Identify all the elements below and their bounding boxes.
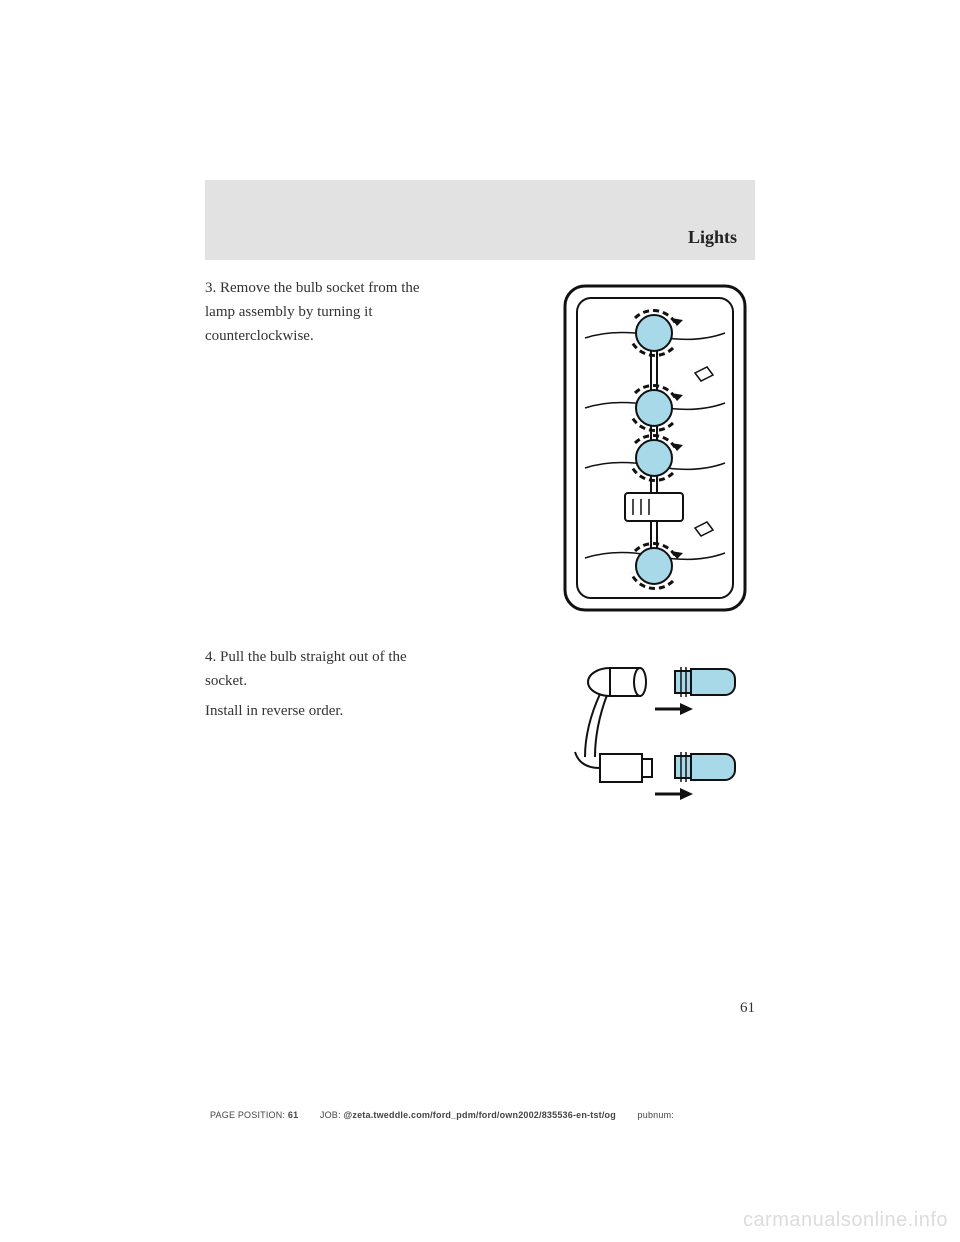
content-area: 3. Remove the bulb socket from the lamp … <box>205 278 755 832</box>
watermark: carmanualsonline.info <box>743 1209 948 1232</box>
footer-job-label: JOB: <box>320 1110 341 1120</box>
footer-pagepos-value: 61 <box>288 1110 298 1120</box>
step-3-text: 3. Remove the bulb socket from the lamp … <box>205 278 555 355</box>
step-3-line-1: 3. Remove the bulb socket from the <box>205 278 545 300</box>
step-4-line-1: 4. Pull the bulb straight out of the <box>205 647 555 669</box>
step-4-text: 4. Pull the bulb straight out of the soc… <box>205 647 565 730</box>
step-3-figure <box>555 278 755 623</box>
footer-pubnum-label: pubnum: <box>638 1110 674 1120</box>
step-3-row: 3. Remove the bulb socket from the lamp … <box>205 278 755 623</box>
header-band: Lights <box>205 180 755 260</box>
tail-lamp-assembly-icon <box>555 278 755 618</box>
bulb-pull-icon <box>565 647 755 827</box>
step-3-line-2: lamp assembly by turning it <box>205 302 545 324</box>
step-4-line-2: socket. <box>205 671 555 693</box>
manual-page: Lights 3. Remove the bulb socket from th… <box>205 180 755 856</box>
step-4-figure <box>565 647 755 832</box>
step-4-extra: Install in reverse order. <box>205 701 555 723</box>
section-title: Lights <box>688 227 737 248</box>
footer-line: PAGE POSITION: 61 JOB: @zeta.tweddle.com… <box>210 1110 674 1120</box>
step-4-row: 4. Pull the bulb straight out of the soc… <box>205 647 755 832</box>
page-number: 61 <box>740 1000 755 1017</box>
step-3-line-3: counterclockwise. <box>205 326 545 348</box>
footer-pagepos-label: PAGE POSITION: <box>210 1110 285 1120</box>
footer-job-value: @zeta.tweddle.com/ford_pdm/ford/own2002/… <box>343 1110 616 1120</box>
